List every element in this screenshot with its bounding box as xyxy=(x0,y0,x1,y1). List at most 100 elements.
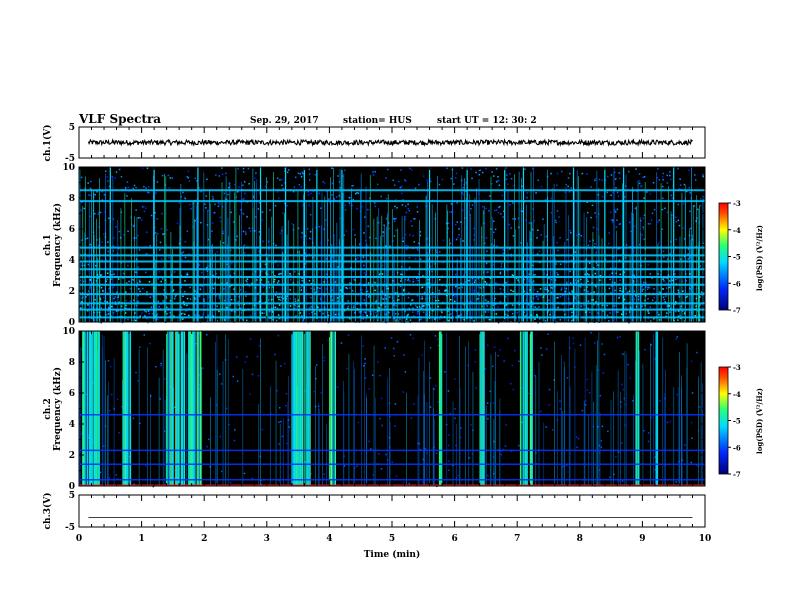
noise-pixel xyxy=(348,202,351,204)
noise-pixel xyxy=(227,186,230,189)
noise-pixel xyxy=(143,210,146,213)
noise-pixel xyxy=(437,305,439,308)
noise-pixel xyxy=(362,314,364,316)
noise-pixel xyxy=(264,263,267,266)
noise-pixel xyxy=(401,273,404,276)
noise-pixel xyxy=(265,252,267,255)
noise-pixel xyxy=(524,315,527,317)
noise-pixel xyxy=(301,279,303,282)
noise-pixel xyxy=(454,296,456,298)
noise-pixel xyxy=(568,191,571,193)
noise-pixel xyxy=(188,253,190,256)
noise-pixel xyxy=(404,205,407,207)
noise-pixel xyxy=(613,473,615,476)
noise-pixel xyxy=(276,281,279,284)
noise-pixel xyxy=(327,239,330,242)
noise-pixel xyxy=(228,423,231,426)
noise-pixel xyxy=(134,319,137,322)
noise-pixel xyxy=(294,304,296,307)
noise-pixel xyxy=(176,222,179,225)
noise-pixel xyxy=(420,298,422,300)
noise-pixel xyxy=(412,278,414,281)
noise-pixel xyxy=(666,211,669,214)
noise-pixel xyxy=(538,318,541,320)
noise-pixel xyxy=(219,203,221,205)
noise-pixel xyxy=(398,298,400,301)
noise-pixel xyxy=(242,167,245,170)
noise-pixel xyxy=(633,225,636,228)
noise-pixel xyxy=(614,305,617,307)
noise-pixel xyxy=(592,266,595,269)
noise-pixel xyxy=(403,288,405,291)
noise-pixel xyxy=(149,296,152,299)
noise-pixel xyxy=(643,429,645,432)
noise-pixel xyxy=(683,320,686,323)
noise-pixel xyxy=(675,238,677,241)
noise-pixel xyxy=(132,417,135,420)
noise-pixel xyxy=(381,424,383,427)
noise-pixel xyxy=(483,286,485,288)
noise-pixel xyxy=(587,321,590,324)
noise-pixel xyxy=(497,321,500,324)
noise-pixel xyxy=(325,255,327,258)
noise-pixel xyxy=(590,216,592,219)
noise-pixel xyxy=(643,175,646,178)
noise-pixel xyxy=(154,226,156,229)
noise-pixel xyxy=(357,421,360,424)
noise-pixel xyxy=(483,242,486,245)
noise-pixel xyxy=(364,377,367,379)
noise-pixel xyxy=(599,274,602,277)
noise-pixel xyxy=(614,282,616,284)
noise-pixel xyxy=(440,310,443,312)
noise-pixel xyxy=(576,446,578,449)
noise-pixel xyxy=(397,313,400,315)
noise-pixel xyxy=(255,271,257,273)
noise-pixel xyxy=(246,319,248,322)
noise-pixel xyxy=(116,291,118,294)
noise-pixel xyxy=(435,249,437,252)
noise-pixel xyxy=(431,292,434,294)
noise-pixel xyxy=(191,248,194,250)
noise-pixel xyxy=(600,440,603,442)
noise-pixel xyxy=(456,201,458,204)
noise-pixel xyxy=(538,306,540,308)
noise-pixel xyxy=(333,234,335,237)
noise-pixel xyxy=(395,318,398,321)
noise-pixel xyxy=(300,289,302,291)
noise-pixel xyxy=(441,311,443,314)
noise-pixel xyxy=(508,248,511,250)
noise-pixel xyxy=(279,232,282,235)
noise-pixel xyxy=(647,310,649,312)
noise-pixel xyxy=(117,478,119,480)
noise-pixel xyxy=(402,240,404,243)
noise-pixel xyxy=(607,175,609,178)
noise-pixel xyxy=(656,176,659,179)
noise-pixel xyxy=(282,212,284,214)
noise-pixel xyxy=(535,295,538,297)
noise-pixel xyxy=(421,481,424,483)
noise-pixel xyxy=(295,315,297,317)
noise-pixel xyxy=(320,392,323,394)
noise-pixel xyxy=(593,303,595,306)
noise-pixel xyxy=(394,292,397,294)
noise-pixel xyxy=(407,278,410,280)
noise-pixel xyxy=(677,315,680,318)
noise-pixel xyxy=(611,219,614,221)
noise-pixel xyxy=(229,481,232,484)
noise-pixel xyxy=(371,310,373,313)
noise-pixel xyxy=(550,197,552,200)
noise-pixel xyxy=(661,185,664,188)
noise-pixel xyxy=(164,311,166,313)
noise-pixel xyxy=(636,280,639,283)
noise-pixel xyxy=(290,274,292,277)
noise-pixel xyxy=(257,375,260,377)
noise-pixel xyxy=(347,334,350,336)
noise-pixel xyxy=(248,183,250,185)
noise-pixel xyxy=(145,207,147,209)
x-tick-label: 6 xyxy=(451,534,457,544)
noise-pixel xyxy=(300,186,303,188)
noise-pixel xyxy=(416,211,419,213)
noise-pixel xyxy=(689,273,691,275)
noise-pixel xyxy=(331,167,333,169)
noise-pixel xyxy=(597,194,600,196)
